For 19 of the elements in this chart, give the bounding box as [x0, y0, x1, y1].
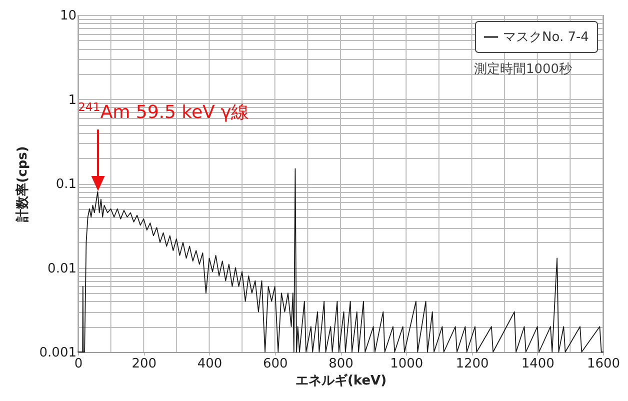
y-tick-label: 0.01	[48, 261, 76, 276]
x-tick-label: 600	[262, 356, 288, 372]
x-tick-label: 1400	[521, 356, 554, 372]
y-tick-label: 10	[60, 8, 76, 24]
annotation: $^{241}$Am 59.5 keV γ線	[78, 100, 250, 123]
x-tick-label: 200	[132, 356, 157, 372]
x-axis-title: エネルギ(keV)	[295, 374, 387, 388]
y-tick-label: 1	[68, 92, 76, 108]
x-tick-label: 800	[328, 356, 354, 372]
y-axis-title: 計数率(cps)	[14, 146, 30, 223]
y-tick-label: 0.001	[39, 346, 76, 360]
x-tick-label: 1200	[456, 356, 489, 372]
x-tick-label: 400	[197, 356, 222, 372]
y-tick-label: 0.1	[56, 177, 76, 192]
x-tick-label: 1600	[586, 356, 620, 372]
x-tick-label: 0	[74, 356, 83, 372]
legend-label: マスクNo. 7-4	[503, 30, 589, 45]
annotation: 測定時間1000秒	[474, 62, 572, 77]
x-tick-label: 1000	[390, 356, 424, 372]
